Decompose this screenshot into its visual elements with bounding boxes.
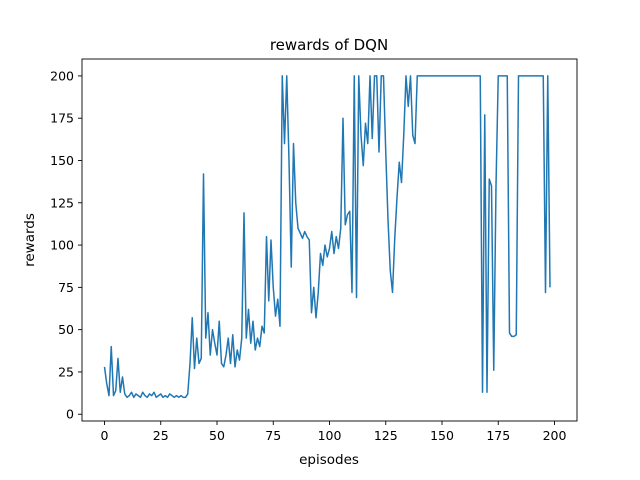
y-tick-label: 150	[50, 153, 74, 168]
x-tick-label: 0	[101, 428, 109, 443]
x-tick-label: 50	[209, 428, 225, 443]
y-tick-label: 175	[50, 111, 74, 126]
y-tick-label: 75	[58, 280, 74, 295]
x-axis-ticks: 0 25 50 75 100 125 150 175 200	[101, 421, 567, 443]
y-tick-label: 100	[50, 238, 74, 253]
y-tick-label: 125	[50, 195, 74, 210]
y-tick-label: 25	[58, 364, 74, 379]
y-tick-label: 50	[58, 322, 74, 337]
x-axis-label: episodes	[299, 452, 359, 468]
x-tick-label: 125	[374, 428, 398, 443]
y-axis-label: rewards	[22, 213, 38, 267]
x-tick-label: 150	[430, 428, 454, 443]
y-tick-label: 0	[66, 407, 74, 422]
plot-area	[81, 58, 578, 422]
x-tick-label: 200	[543, 428, 567, 443]
x-tick-label: 75	[265, 428, 281, 443]
y-axis-ticks: 0 25 50 75 100 125 150 175 200	[50, 68, 82, 422]
reward-line-series	[103, 75, 551, 399]
x-tick-label: 25	[153, 428, 169, 443]
y-tick-label: 200	[50, 68, 74, 83]
x-tick-label: 175	[486, 428, 510, 443]
x-tick-label: 100	[318, 428, 342, 443]
chart-title: rewards of DQN	[270, 36, 388, 54]
